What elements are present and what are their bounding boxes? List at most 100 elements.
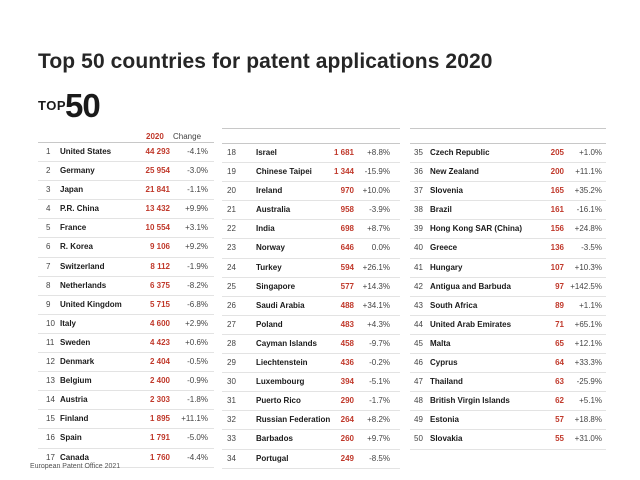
- column-header: [410, 128, 606, 143]
- table-row: 2 Germany 25 954 -3.0%: [38, 162, 214, 182]
- rank-cell: 45: [414, 338, 423, 348]
- change-cell: -1.1%: [187, 185, 208, 195]
- table-row: 18 Israel 1 681 +8.8%: [222, 144, 400, 164]
- ranking-column-2: 18 Israel 1 681 +8.8% 19 Chinese Taipei 1 344-…: [222, 128, 400, 469]
- country-cell: South Africa: [430, 300, 478, 310]
- table-row: 42 Antigua and Barbuda 97 +142.5%: [410, 278, 606, 297]
- value-cell: 64: [555, 358, 564, 368]
- country-cell: Cyprus: [430, 358, 458, 368]
- table-row: 33 Barbados 260 +9.7%: [222, 430, 400, 450]
- country-cell: British Virgin Islands: [430, 396, 510, 406]
- value-cell: 205: [550, 148, 564, 157]
- rank-cell: 31: [227, 396, 236, 406]
- table-row: 27 Poland 483 +4.3%: [222, 316, 400, 335]
- country-cell: Puerto Rico: [256, 396, 301, 406]
- change-cell: +9.9%: [185, 204, 208, 214]
- table-row: 41 Hungary 107 +10.3%: [410, 259, 606, 278]
- rank-cell: 28: [227, 338, 236, 348]
- rank-cell: 5: [46, 223, 51, 233]
- table-row: 3 Japan 21 841 -1.1%: [38, 181, 214, 201]
- country-cell: Singapore: [256, 281, 296, 291]
- value-cell: 25 954: [145, 166, 170, 176]
- change-cell: +8.2%: [367, 415, 390, 425]
- value-cell: 13 432: [145, 204, 170, 214]
- rank-cell: 15: [46, 414, 55, 424]
- rank-cell: 35: [414, 148, 423, 157]
- country-cell: Canada: [60, 452, 89, 462]
- country-cell: Greece: [430, 243, 458, 253]
- value-cell: 156: [550, 224, 564, 234]
- rank-cell: 30: [227, 377, 236, 387]
- value-cell: 394: [340, 377, 354, 387]
- value-cell: 594: [340, 262, 354, 272]
- rank-cell: 25: [227, 281, 236, 291]
- rank-cell: 11: [46, 337, 55, 347]
- rank-cell: 44: [414, 319, 423, 329]
- change-cell: +31.0%: [574, 434, 602, 444]
- rank-cell: 42: [414, 281, 423, 291]
- rank-cell: 41: [414, 262, 423, 272]
- table-row: 26 Saudi Arabia 488 +34.1%: [222, 297, 400, 316]
- value-cell: 165: [550, 186, 564, 196]
- rank-cell: 50: [414, 434, 423, 444]
- table-row: 45 Malta 65 +12.1%: [410, 335, 606, 355]
- value-cell: 483: [340, 319, 354, 329]
- change-cell: +34.1%: [362, 300, 390, 310]
- table-row: 30 Luxembourg 394 -5.1%: [222, 373, 400, 393]
- change-cell: -6.8%: [187, 299, 208, 309]
- value-cell: 200: [550, 167, 564, 177]
- value-cell: 958: [340, 205, 354, 215]
- table-row: 9 United Kingdom 5 715 -6.8%: [38, 296, 214, 315]
- table-row: 50 Slovakia 55 +31.0%: [410, 430, 606, 450]
- country-cell: Czech Republic: [430, 148, 490, 157]
- country-cell: New Zealand: [430, 167, 479, 177]
- country-cell: Denmark: [60, 357, 95, 367]
- change-cell: +65.1%: [574, 319, 602, 329]
- value-cell: 62: [555, 396, 564, 406]
- rank-cell: 12: [46, 357, 55, 367]
- value-cell: 1 895: [149, 414, 170, 424]
- change-cell: +9.2%: [185, 242, 208, 252]
- value-cell: 1 791: [149, 433, 170, 443]
- ranking-rows: 35 Czech Republic 205 +1.0% 36 New Zealand 200…: [410, 143, 606, 450]
- table-row: 35 Czech Republic 205 +1.0%: [410, 144, 606, 164]
- table-row: 47 Thailand 63 -25.9%: [410, 373, 606, 393]
- table-row: 44 United Arab Emirates 71 +65.1%: [410, 316, 606, 335]
- rank-cell: 7: [46, 261, 51, 271]
- value-cell: 71: [555, 319, 564, 329]
- rank-cell: 14: [46, 395, 55, 405]
- ranking-rows: 18 Israel 1 681 +8.8% 19 Chinese Taipei 1 344-…: [222, 143, 400, 469]
- change-cell: +18.8%: [574, 415, 602, 425]
- rank-cell: 29: [227, 358, 236, 368]
- value-cell: 577: [340, 281, 354, 291]
- value-cell: 249: [340, 453, 354, 463]
- table-row: 36 New Zealand 200 +11.1%: [410, 163, 606, 183]
- change-cell: -0.9%: [187, 376, 208, 386]
- country-cell: Cayman Islands: [256, 338, 317, 348]
- rank-cell: 38: [414, 205, 423, 215]
- change-cell: -1.8%: [187, 395, 208, 405]
- country-cell: Ireland: [256, 186, 283, 196]
- change-cell: +4.3%: [367, 319, 390, 329]
- source-note: European Patent Office 2021: [30, 463, 121, 470]
- table-row: 37 Slovenia 165 +35.2%: [410, 182, 606, 202]
- table-row: 24 Turkey 594 +26.1%: [222, 259, 400, 278]
- ranking-column-3: 35 Czech Republic 205 +1.0% 36 New Zealand 200…: [410, 128, 606, 450]
- table-row: 28 Cayman Islands 458 -9.7%: [222, 335, 400, 355]
- rank-cell: 9: [46, 299, 51, 309]
- value-cell: 5 715: [149, 299, 170, 309]
- change-cell: -5.1%: [369, 377, 390, 387]
- table-row: 8 Netherlands 6 375 -8.2%: [38, 277, 214, 296]
- value-cell: 10 554: [145, 223, 170, 233]
- table-row: 46 Cyprus 64 +33.3%: [410, 354, 606, 374]
- country-cell: Barbados: [256, 434, 293, 444]
- change-cell: -15.9%: [364, 167, 390, 177]
- value-cell: 21 841: [145, 185, 170, 195]
- country-cell: Russian Federation: [256, 415, 331, 425]
- value-cell: 1 344: [333, 167, 354, 177]
- column-header: [222, 128, 400, 143]
- table-row: 25 Singapore 577 +14.3%: [222, 278, 400, 297]
- country-cell: Australia: [256, 205, 291, 215]
- change-cell: +1.0%: [579, 148, 602, 157]
- country-cell: Estonia: [430, 415, 459, 425]
